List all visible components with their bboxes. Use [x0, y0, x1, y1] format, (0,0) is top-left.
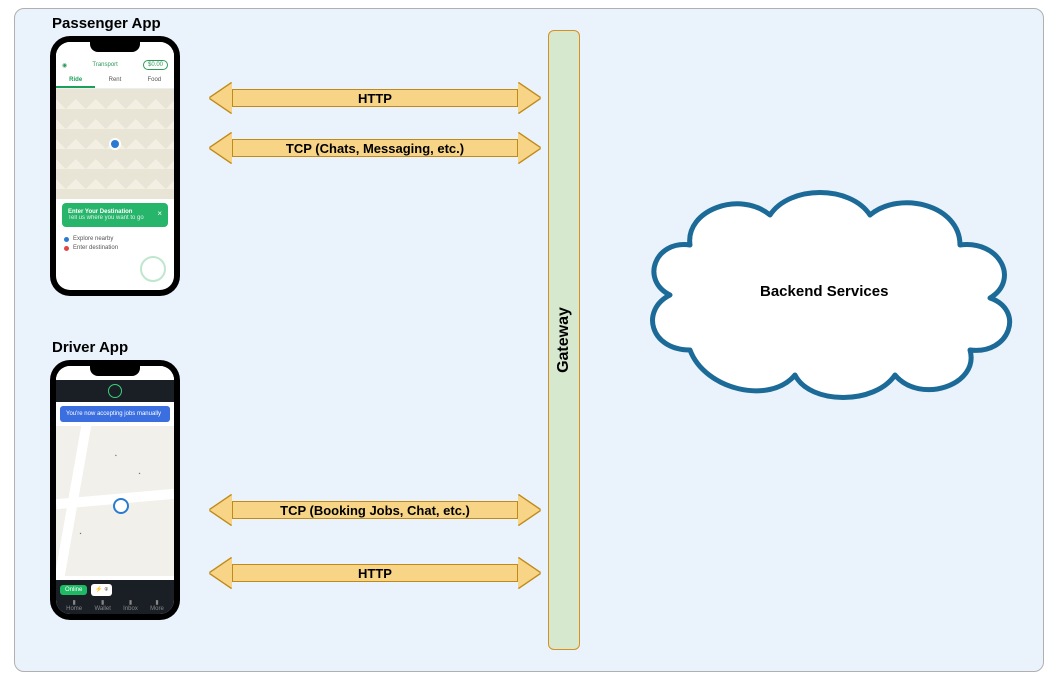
row-text: Explore nearby: [73, 236, 113, 242]
arrow-head-right-icon: [518, 133, 540, 163]
passenger-screen: ◉ Transport $0.00 RideRentFood Enter You…: [56, 42, 174, 290]
driver-nav-item: ▮Inbox: [123, 599, 138, 612]
arrow-d-tcp: TCP (Booking Jobs, Chat, etc.): [210, 495, 540, 525]
backend-services-label: Backend Services: [760, 283, 888, 300]
balance-badge: $0.00: [143, 60, 168, 70]
gateway-box: Gateway: [548, 30, 580, 650]
row-text: Enter destination: [73, 245, 118, 251]
online-badge: Online: [60, 585, 87, 595]
passenger-tab: Food: [135, 74, 174, 88]
avatar-icon: ◉: [62, 62, 67, 69]
phone-notch: [90, 366, 140, 376]
arrow-head-left-icon: [210, 558, 232, 588]
arrow-head-left-icon: [210, 495, 232, 525]
destination-subtitle: Tell us where you want to go: [68, 215, 162, 221]
driver-nav: ▮Home ▮Wallet ▮Inbox ▮More: [60, 599, 170, 612]
arrow-head-right-icon: [518, 83, 540, 113]
passenger-header: ◉ Transport $0.00: [56, 56, 174, 74]
passenger-app-title: Passenger App: [52, 15, 161, 32]
passenger-row: Enter destination: [64, 245, 166, 251]
arrow-p-http: HTTP: [210, 83, 540, 113]
arrow-label: TCP (Chats, Messaging, etc.): [232, 139, 518, 157]
passenger-phone: ◉ Transport $0.00 RideRentFood Enter You…: [50, 36, 180, 296]
map-poi: ▪: [80, 531, 82, 537]
dot-blue-icon: [64, 237, 69, 242]
passenger-rows: Explore nearby Enter destination: [56, 231, 174, 256]
driver-topbar: [56, 380, 174, 402]
map-poi: ▪: [139, 471, 141, 477]
arrow-d-http: HTTP: [210, 558, 540, 588]
driver-banner: You're now accepting jobs manually: [60, 406, 170, 422]
driver-logo-icon: [108, 384, 122, 398]
passenger-map: [56, 89, 174, 199]
arrow-label: HTTP: [232, 89, 518, 107]
arrow-p-tcp: TCP (Chats, Messaging, etc.): [210, 133, 540, 163]
arrow-head-left-icon: [210, 83, 232, 113]
arrow-head-right-icon: [518, 558, 540, 588]
diagram-canvas: Passenger App ◉ Transport $0.00 RideRent…: [0, 0, 1057, 679]
pin-red-icon: [64, 246, 69, 251]
map-poi: ▪: [115, 453, 117, 459]
destination-card: Enter Your Destination Tell us where you…: [62, 203, 168, 227]
driver-bottom-bar: Online ⚡ ⍟ ▮Home ▮Wallet ▮Inbox ▮More: [56, 580, 174, 614]
passenger-tab: Ride: [56, 74, 95, 88]
arrow-head-right-icon: [518, 495, 540, 525]
arrow-label: TCP (Booking Jobs, Chat, etc.): [232, 501, 518, 519]
close-icon: ×: [157, 209, 162, 218]
driver-screen: You're now accepting jobs manually ▪ ▪ ▪…: [56, 366, 174, 614]
passenger-tabs: RideRentFood: [56, 74, 174, 89]
arrow-head-left-icon: [210, 133, 232, 163]
arrow-label: HTTP: [232, 564, 518, 582]
phone-notch: [90, 42, 140, 52]
passenger-row: Explore nearby: [64, 236, 166, 242]
mode-toggle: ⚡ ⍟: [91, 584, 112, 596]
header-label: Transport: [92, 62, 117, 68]
driver-map: ▪ ▪ ▪: [56, 426, 174, 576]
driver-nav-item: ▮Wallet: [94, 599, 110, 612]
passenger-tab: Rent: [95, 74, 134, 88]
gateway-label: Gateway: [555, 307, 573, 373]
location-marker-icon: [113, 498, 129, 514]
go-circle-icon: [140, 256, 166, 282]
driver-phone: You're now accepting jobs manually ▪ ▪ ▪…: [50, 360, 180, 620]
driver-nav-item: ▮More: [150, 599, 164, 612]
driver-app-title: Driver App: [52, 339, 128, 356]
driver-nav-item: ▮Home: [66, 599, 82, 612]
driver-status-row: Online ⚡ ⍟: [60, 584, 170, 596]
